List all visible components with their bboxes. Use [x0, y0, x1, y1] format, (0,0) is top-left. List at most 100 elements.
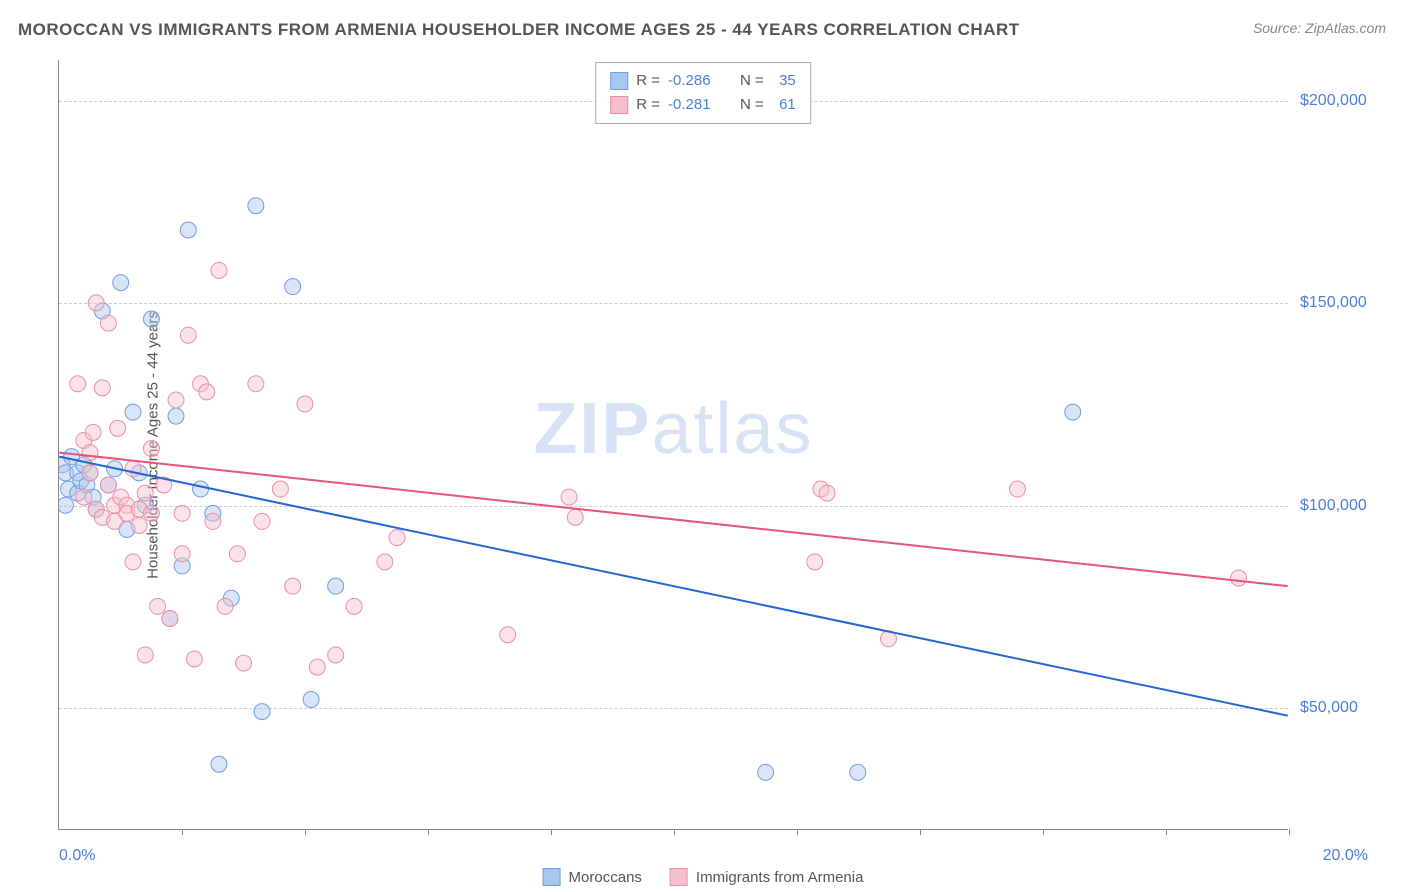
scatter-point: [1231, 570, 1247, 586]
scatter-point: [125, 554, 141, 570]
x-tick-mark: [797, 829, 798, 835]
scatter-point: [272, 481, 288, 497]
legend-r-label: R =: [636, 69, 660, 93]
scatter-point: [94, 380, 110, 396]
scatter-point: [328, 647, 344, 663]
scatter-point: [248, 198, 264, 214]
scatter-point: [82, 445, 98, 461]
series-legend: Moroccans Immigrants from Armenia: [543, 868, 864, 886]
legend-r-label: R =: [636, 93, 660, 117]
scatter-point: [500, 627, 516, 643]
series-name: Moroccans: [569, 869, 642, 886]
x-tick-mark: [428, 829, 429, 835]
scatter-point: [217, 598, 233, 614]
legend-n-value: 35: [772, 69, 796, 93]
legend-n-value: 61: [772, 93, 796, 117]
scatter-point: [186, 651, 202, 667]
scatter-point: [70, 376, 86, 392]
scatter-point: [328, 578, 344, 594]
scatter-point: [850, 764, 866, 780]
legend-swatch: [610, 72, 628, 90]
scatter-point: [346, 598, 362, 614]
correlation-legend: R = -0.286 N = 35 R = -0.281 N = 61: [595, 62, 811, 124]
source-label: Source: ZipAtlas.com: [1253, 20, 1386, 36]
trend-line: [59, 457, 1287, 716]
scatter-point: [162, 611, 178, 627]
scatter-point: [199, 384, 215, 400]
scatter-point: [211, 756, 227, 772]
scatter-point: [211, 262, 227, 278]
scatter-point: [297, 396, 313, 412]
scatter-point: [1065, 404, 1081, 420]
trend-line: [59, 453, 1287, 587]
x-axis-start-label: 0.0%: [59, 847, 95, 865]
y-tick-label: $100,000: [1300, 497, 1367, 515]
scatter-point: [168, 408, 184, 424]
scatter-point: [309, 659, 325, 675]
scatter-point: [254, 513, 270, 529]
scatter-point: [248, 376, 264, 392]
scatter-point: [205, 513, 221, 529]
scatter-point: [143, 441, 159, 457]
scatter-point: [100, 477, 116, 493]
scatter-point: [137, 647, 153, 663]
scatter-point: [125, 404, 141, 420]
legend-r-value: -0.281: [668, 93, 722, 117]
scatter-point: [254, 704, 270, 720]
x-tick-mark: [182, 829, 183, 835]
chart-title: MOROCCAN VS IMMIGRANTS FROM ARMENIA HOUS…: [18, 20, 1020, 40]
scatter-svg: [59, 60, 1288, 829]
scatter-point: [131, 517, 147, 533]
scatter-point: [76, 489, 92, 505]
x-tick-mark: [1043, 829, 1044, 835]
legend-n-label: N =: [740, 93, 764, 117]
y-tick-label: $150,000: [1300, 294, 1367, 312]
legend-swatch: [543, 868, 561, 886]
scatter-point: [88, 295, 104, 311]
scatter-point: [143, 311, 159, 327]
x-tick-mark: [551, 829, 552, 835]
scatter-point: [100, 315, 116, 331]
scatter-point: [85, 424, 101, 440]
scatter-point: [59, 497, 73, 513]
series-name: Immigrants from Armenia: [696, 869, 864, 886]
series-legend-item: Immigrants from Armenia: [670, 868, 864, 886]
scatter-point: [236, 655, 252, 671]
scatter-point: [561, 489, 577, 505]
scatter-point: [807, 554, 823, 570]
scatter-point: [819, 485, 835, 501]
scatter-point: [389, 530, 405, 546]
scatter-point: [303, 691, 319, 707]
legend-n-label: N =: [740, 69, 764, 93]
scatter-point: [150, 598, 166, 614]
scatter-point: [180, 327, 196, 343]
x-axis-end-label: 20.0%: [1323, 847, 1368, 865]
scatter-point: [143, 505, 159, 521]
scatter-point: [285, 279, 301, 295]
y-tick-label: $50,000: [1300, 699, 1358, 717]
plot-area: Householder Income Ages 25 - 44 years ZI…: [58, 60, 1288, 830]
scatter-point: [82, 465, 98, 481]
scatter-point: [113, 275, 129, 291]
scatter-point: [110, 420, 126, 436]
x-tick-mark: [1289, 829, 1290, 835]
legend-swatch: [610, 96, 628, 114]
series-legend-item: Moroccans: [543, 868, 642, 886]
scatter-point: [567, 509, 583, 525]
x-tick-mark: [1166, 829, 1167, 835]
scatter-point: [174, 546, 190, 562]
legend-r-value: -0.286: [668, 69, 722, 93]
scatter-point: [1009, 481, 1025, 497]
y-tick-label: $200,000: [1300, 92, 1367, 110]
legend-swatch: [670, 868, 688, 886]
legend-row: R = -0.286 N = 35: [610, 69, 796, 93]
scatter-point: [174, 505, 190, 521]
x-tick-mark: [305, 829, 306, 835]
scatter-point: [377, 554, 393, 570]
scatter-point: [180, 222, 196, 238]
scatter-point: [193, 481, 209, 497]
scatter-point: [137, 485, 153, 501]
scatter-point: [758, 764, 774, 780]
scatter-point: [168, 392, 184, 408]
legend-row: R = -0.281 N = 61: [610, 93, 796, 117]
